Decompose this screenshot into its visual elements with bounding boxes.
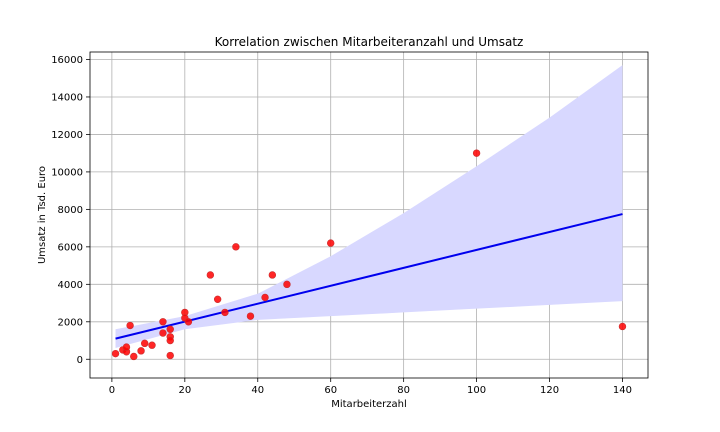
data-point (166, 351, 174, 360)
data-point (166, 336, 174, 345)
data-point (141, 339, 149, 348)
regression-line-layer (115, 213, 623, 340)
x-axis-label: Mitarbeiterzahl (331, 399, 407, 410)
y-tick-label: 0 (77, 355, 83, 366)
data-point (327, 239, 335, 247)
data-point (159, 329, 167, 337)
y-tick-label: 16000 (51, 55, 83, 66)
y-tick-label: 12000 (51, 130, 83, 141)
data-point (184, 318, 193, 326)
data-point (246, 312, 255, 320)
y-tick-label: 14000 (51, 92, 83, 103)
chart-title: Korrelation zwischen Mitarbeiteranzahl u… (215, 35, 524, 49)
y-tick-label: 2000 (58, 317, 83, 328)
data-point (472, 149, 481, 157)
y-tick-label: 8000 (58, 205, 83, 216)
x-tick-label: 0 (109, 385, 115, 396)
scatter-points (111, 149, 627, 361)
data-point (618, 322, 627, 331)
data-point (213, 295, 222, 304)
regression-line (115, 213, 623, 340)
x-tick-label: 40 (251, 385, 264, 396)
data-point (130, 352, 138, 361)
x-tick-label: 80 (397, 385, 410, 396)
data-point (232, 243, 240, 251)
data-point (137, 347, 145, 355)
x-tick-label: 140 (613, 385, 632, 396)
confidence-band-layer (115, 65, 623, 349)
x-tick-label: 60 (324, 385, 337, 396)
y-axis-label: Umsatz in Tsd. Euro (37, 166, 48, 264)
x-tick-label: 100 (467, 385, 486, 396)
y-tick-label: 10000 (51, 167, 83, 178)
data-point (159, 318, 167, 326)
data-point (268, 271, 277, 279)
data-point (283, 280, 291, 289)
y-tick-label: 6000 (58, 242, 83, 253)
data-point (206, 271, 215, 279)
data-point (111, 349, 120, 358)
y-tick-label: 4000 (58, 280, 83, 291)
data-point (221, 308, 229, 317)
x-tick-label: 20 (178, 385, 191, 396)
y-axis-ticks: 0 2000 4000 6000 8000 10000 12000 14000 16000 (51, 55, 90, 366)
data-point (126, 321, 134, 330)
data-point (148, 341, 156, 349)
data-point (261, 293, 269, 302)
x-tick-label: 120 (540, 385, 559, 396)
data-point (122, 343, 131, 351)
data-point (166, 325, 174, 333)
x-axis-ticks: 0 20 40 60 80 100 120 140 (109, 378, 632, 396)
confidence-band (115, 65, 623, 349)
plot-frame (89, 51, 649, 379)
